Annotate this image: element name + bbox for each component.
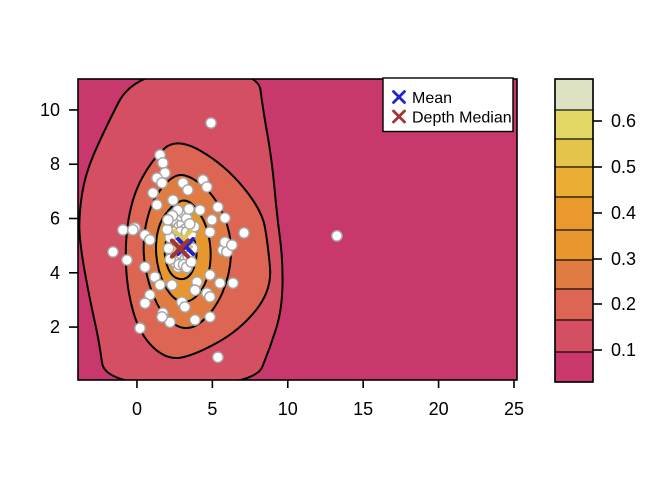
- x-tick-label: 0: [132, 399, 142, 419]
- colorbar-segment: [554, 166, 594, 198]
- plot-border: [77, 78, 518, 381]
- colorbar-segment: [554, 109, 594, 140]
- colorbar-ticks: 0.6 0.5 0.4 0.3 0.2 0.1: [593, 111, 636, 360]
- x-tick-label: 10: [278, 399, 298, 419]
- scatter-point: [143, 233, 156, 246]
- x-tick-label: 25: [504, 399, 524, 419]
- depth-median-marker: [169, 238, 191, 259]
- legend-label-mean: Mean: [412, 90, 452, 107]
- scatter-point: [164, 316, 176, 329]
- scatter-point: [205, 213, 218, 226]
- colorbar: 0.6 0.5 0.4 0.3 0.2 0.1: [554, 78, 636, 383]
- scatter-point: [204, 226, 216, 239]
- colorbar-segments: [554, 78, 594, 383]
- x-tick-label: 15: [353, 399, 373, 419]
- colorbar-tick-label: 0.2: [611, 294, 636, 314]
- colorbar-segment: [554, 196, 594, 231]
- scatter-point: [121, 254, 133, 266]
- scatter-point: [117, 223, 129, 236]
- x-axis: 0 5 10 15 20 25: [132, 380, 524, 419]
- legend: Mean Depth Median: [382, 77, 514, 133]
- colorbar-segment: [554, 259, 594, 290]
- scatter-point: [330, 229, 343, 242]
- scatter-point: [185, 255, 198, 268]
- y-tick-label: 10: [40, 100, 60, 120]
- scatter-point: [139, 297, 151, 310]
- y-tick-label: 2: [50, 317, 60, 337]
- legend-label-depth-median: Depth Median: [412, 110, 512, 127]
- scatter-point: [200, 181, 213, 193]
- scatter-point: [226, 239, 238, 252]
- colorbar-tick-label: 0.5: [611, 157, 636, 177]
- scatter-point: [156, 177, 168, 189]
- scatter-point: [213, 277, 226, 289]
- scatter-point: [147, 187, 159, 199]
- scatter-point: [154, 279, 166, 291]
- scatter-point: [166, 279, 178, 291]
- scatter-point: [189, 284, 201, 297]
- scatter-point: [161, 223, 174, 236]
- y-axis: 2 4 6 8 10: [40, 100, 78, 337]
- scatter-point: [161, 213, 174, 226]
- colorbar-tick-label: 0.1: [611, 340, 636, 360]
- colorbar-tick-label: 0.4: [611, 203, 636, 223]
- scatter-point: [126, 223, 139, 236]
- scatter-point: [162, 242, 175, 255]
- scatter-point: [107, 245, 119, 258]
- colorbar-border: [554, 78, 594, 383]
- colorbar-segment: [554, 288, 594, 321]
- colorbar-segment: [554, 138, 594, 168]
- scatter-point: [238, 226, 250, 239]
- scatter-point: [204, 311, 216, 323]
- depth-median-x-icon: [392, 109, 406, 124]
- scatter-point: [189, 314, 201, 326]
- scatter-point: [139, 261, 151, 273]
- scatter-point: [181, 184, 194, 196]
- scatter-point: [178, 301, 191, 313]
- scatter-point: [227, 277, 239, 289]
- scatter-point: [211, 201, 224, 214]
- y-tick-label: 6: [50, 209, 60, 229]
- scatter-point: [183, 203, 195, 215]
- colorbar-segment: [554, 229, 594, 261]
- scatter-point: [156, 311, 168, 323]
- scatter-point: [156, 156, 169, 169]
- scatter-point: [219, 212, 231, 224]
- scatter-point: [183, 217, 196, 230]
- scatter-point: [134, 322, 146, 335]
- y-tick-label: 4: [50, 263, 60, 283]
- colorbar-segment: [554, 78, 594, 111]
- scatter-point: [211, 351, 224, 364]
- x-tick-label: 5: [207, 399, 217, 419]
- scatter-point: [205, 117, 217, 129]
- scatter-point: [151, 198, 163, 211]
- scatter-point: [204, 290, 216, 303]
- scatter-point: [194, 204, 206, 217]
- y-tick-label: 8: [50, 154, 60, 174]
- colorbar-tick-label: 0.3: [611, 249, 636, 269]
- scatter-point: [167, 194, 179, 207]
- scatter-point: [204, 269, 216, 281]
- colorbar-segment: [554, 319, 594, 353]
- mean-x-icon: [392, 90, 406, 104]
- colorbar-segment: [554, 351, 594, 383]
- x-tick-label: 20: [429, 399, 449, 419]
- colorbar-tick-label: 0.6: [611, 111, 636, 131]
- center-markers: [169, 228, 196, 259]
